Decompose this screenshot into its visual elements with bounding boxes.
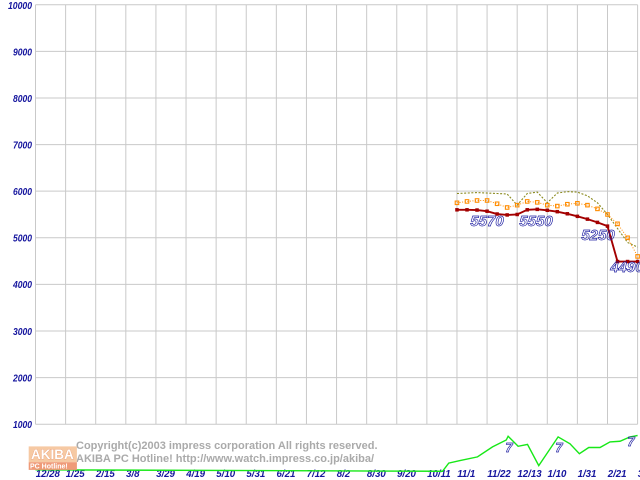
- svg-text:5250: 5250: [581, 227, 615, 244]
- svg-text:2000: 2000: [12, 373, 32, 385]
- svg-text:1000: 1000: [13, 419, 32, 431]
- svg-text:8000: 8000: [13, 93, 32, 105]
- svg-text:2/21: 2/21: [607, 469, 627, 480]
- svg-text:4490: 4490: [609, 259, 640, 276]
- svg-text:5570: 5570: [470, 213, 504, 230]
- svg-text:AKIBA PC Hotline! http://ww: AKIBA PC Hotline! http://www.watch.impre…: [76, 453, 374, 465]
- svg-text:1/31: 1/31: [578, 469, 597, 480]
- svg-text:4000: 4000: [12, 279, 32, 291]
- svg-text:11/1: 11/1: [457, 469, 475, 480]
- svg-text:10000: 10000: [8, 0, 32, 12]
- svg-text:AKIBA: AKIBA: [31, 447, 74, 462]
- svg-text:6000: 6000: [13, 186, 32, 198]
- svg-text:1/10: 1/10: [548, 469, 567, 480]
- svg-text:5000: 5000: [13, 233, 32, 245]
- svg-text:9000: 9000: [13, 47, 32, 59]
- svg-text:12/13: 12/13: [517, 469, 542, 480]
- svg-text:7: 7: [555, 440, 563, 455]
- svg-text:7: 7: [505, 440, 513, 455]
- svg-text:PC Hotline!: PC Hotline!: [30, 464, 68, 471]
- svg-text:11/22: 11/22: [487, 469, 511, 480]
- svg-text:Copyright(c)2003 impress corpo: Copyright(c)2003 impress corporation All…: [76, 440, 378, 452]
- svg-text:5550: 5550: [519, 213, 553, 230]
- svg-text:7: 7: [627, 434, 635, 449]
- svg-text:3000: 3000: [13, 326, 32, 338]
- svg-text:12/28: 12/28: [36, 469, 61, 480]
- svg-text:7000: 7000: [13, 140, 32, 152]
